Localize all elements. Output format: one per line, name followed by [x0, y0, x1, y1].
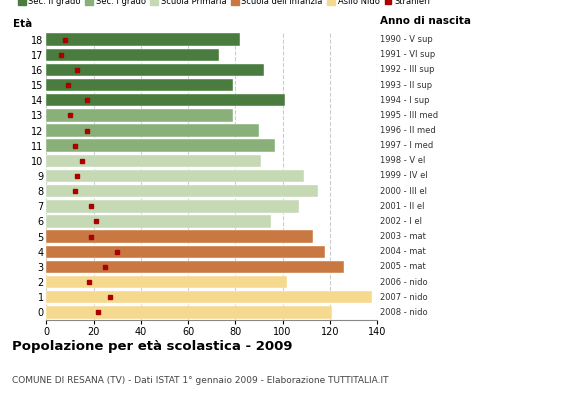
Text: Popolazione per età scolastica - 2009: Popolazione per età scolastica - 2009 [12, 340, 292, 353]
Bar [46, 246, 325, 258]
Bar [46, 306, 332, 319]
Text: 2002 - I el: 2002 - I el [380, 217, 422, 226]
Text: 1996 - II med: 1996 - II med [380, 126, 436, 135]
Bar [46, 64, 264, 76]
Text: 2005 - mat: 2005 - mat [380, 262, 426, 272]
Text: 1994 - I sup: 1994 - I sup [380, 96, 429, 105]
Bar [46, 155, 261, 167]
Text: 2008 - nido: 2008 - nido [380, 308, 427, 317]
Text: 2007 - nido: 2007 - nido [380, 293, 427, 302]
Bar [46, 215, 271, 228]
Text: 1992 - III sup: 1992 - III sup [380, 65, 434, 74]
Bar [46, 124, 259, 137]
Bar [46, 79, 233, 91]
Text: 2001 - II el: 2001 - II el [380, 202, 425, 211]
Bar [46, 230, 313, 243]
Bar [46, 261, 344, 273]
Text: 1998 - V el: 1998 - V el [380, 156, 425, 165]
Text: Anno di nascita: Anno di nascita [380, 16, 471, 26]
Bar [46, 170, 304, 182]
Bar [46, 276, 287, 288]
Text: 1990 - V sup: 1990 - V sup [380, 35, 433, 44]
Text: 2003 - mat: 2003 - mat [380, 232, 426, 241]
Bar [46, 33, 240, 46]
Bar [46, 291, 372, 304]
Bar [46, 200, 299, 212]
Bar [46, 48, 219, 61]
Legend: Sec. II grado, Sec. I grado, Scuola Primaria, Scuola dell'Infanzia, Asilo Nido, : Sec. II grado, Sec. I grado, Scuola Prim… [17, 0, 431, 6]
Bar [46, 109, 233, 122]
Text: 2000 - III el: 2000 - III el [380, 187, 427, 196]
Text: 1993 - II sup: 1993 - II sup [380, 80, 432, 90]
Bar [46, 140, 275, 152]
Text: 2004 - mat: 2004 - mat [380, 247, 426, 256]
Text: Età: Età [13, 19, 32, 29]
Text: 2006 - nido: 2006 - nido [380, 278, 427, 287]
Text: 1995 - III med: 1995 - III med [380, 111, 438, 120]
Text: 1999 - IV el: 1999 - IV el [380, 172, 427, 180]
Bar [46, 94, 285, 106]
Text: COMUNE DI RESANA (TV) - Dati ISTAT 1° gennaio 2009 - Elaborazione TUTTITALIA.IT: COMUNE DI RESANA (TV) - Dati ISTAT 1° ge… [12, 376, 388, 385]
Text: 1997 - I med: 1997 - I med [380, 141, 433, 150]
Bar [46, 185, 318, 197]
Text: 1991 - VI sup: 1991 - VI sup [380, 50, 435, 59]
